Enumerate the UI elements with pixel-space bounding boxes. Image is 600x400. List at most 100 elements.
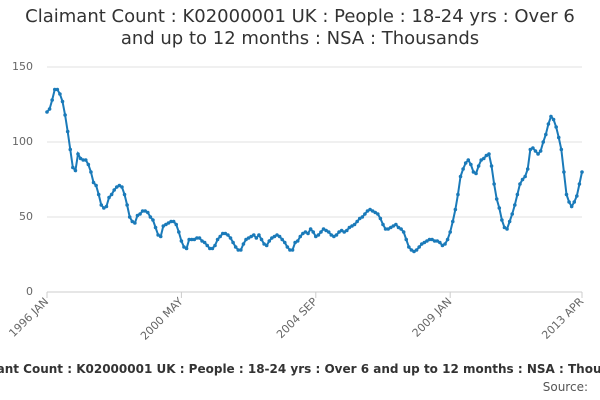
point bbox=[520, 177, 525, 182]
point bbox=[45, 110, 49, 114]
point bbox=[153, 225, 158, 230]
point bbox=[383, 227, 388, 231]
point bbox=[171, 219, 176, 224]
point bbox=[544, 132, 548, 137]
point bbox=[404, 237, 409, 242]
point bbox=[285, 245, 290, 249]
point bbox=[533, 149, 538, 153]
point bbox=[497, 206, 502, 210]
point bbox=[158, 234, 163, 239]
point bbox=[208, 246, 212, 251]
point bbox=[316, 233, 321, 237]
point bbox=[81, 158, 85, 162]
point bbox=[226, 233, 230, 237]
point bbox=[96, 192, 101, 197]
point bbox=[86, 162, 91, 167]
point bbox=[236, 248, 241, 252]
point bbox=[554, 125, 558, 129]
point bbox=[572, 200, 577, 204]
caption: Claimant Count : K02000001 UK : People :… bbox=[0, 362, 600, 376]
point bbox=[277, 234, 282, 239]
point bbox=[55, 87, 60, 92]
y-tick-label: 0 bbox=[26, 285, 33, 298]
point bbox=[414, 248, 419, 252]
point bbox=[319, 230, 323, 234]
point bbox=[334, 233, 339, 237]
point bbox=[536, 152, 540, 156]
point bbox=[140, 209, 145, 213]
point bbox=[326, 230, 331, 234]
point bbox=[523, 174, 527, 179]
point bbox=[556, 135, 561, 140]
point bbox=[288, 248, 292, 252]
point bbox=[399, 227, 403, 231]
series-line bbox=[46, 88, 583, 253]
point bbox=[60, 99, 65, 104]
point bbox=[169, 219, 173, 224]
point bbox=[481, 156, 486, 161]
source: Source: bbox=[542, 380, 588, 394]
point bbox=[58, 92, 62, 96]
point bbox=[575, 194, 579, 198]
point bbox=[507, 219, 512, 224]
point bbox=[476, 164, 481, 168]
point bbox=[551, 117, 556, 122]
point bbox=[577, 182, 582, 186]
point bbox=[394, 222, 398, 227]
point bbox=[254, 236, 259, 240]
point bbox=[50, 98, 54, 102]
point bbox=[112, 188, 116, 192]
point bbox=[76, 152, 80, 156]
point bbox=[239, 248, 243, 252]
point bbox=[174, 222, 179, 227]
point bbox=[515, 192, 520, 197]
point bbox=[448, 230, 452, 234]
point bbox=[510, 212, 515, 216]
point bbox=[381, 222, 385, 227]
x-tick-label: 2009 JAN bbox=[410, 295, 455, 340]
point bbox=[125, 203, 129, 207]
point bbox=[220, 231, 225, 236]
point bbox=[47, 107, 52, 111]
point bbox=[376, 212, 380, 216]
point bbox=[251, 233, 256, 237]
point bbox=[525, 167, 530, 171]
point bbox=[438, 240, 442, 245]
point bbox=[580, 170, 584, 174]
point bbox=[500, 218, 504, 222]
point bbox=[443, 242, 447, 246]
point bbox=[564, 192, 569, 197]
y-tick-label: 50 bbox=[19, 210, 33, 223]
point bbox=[505, 227, 509, 231]
point bbox=[458, 174, 463, 179]
point bbox=[231, 240, 235, 245]
point bbox=[295, 239, 300, 243]
point bbox=[218, 234, 222, 239]
point bbox=[267, 239, 272, 243]
point bbox=[213, 243, 217, 248]
point bbox=[546, 122, 551, 126]
point bbox=[518, 182, 522, 186]
point bbox=[466, 158, 471, 162]
point bbox=[195, 236, 199, 240]
point bbox=[306, 231, 310, 236]
point bbox=[197, 236, 202, 240]
point bbox=[407, 245, 411, 249]
point bbox=[469, 162, 473, 167]
point bbox=[107, 195, 111, 200]
point bbox=[417, 245, 421, 249]
point bbox=[179, 239, 184, 243]
point bbox=[71, 165, 75, 170]
point bbox=[264, 243, 269, 248]
point bbox=[120, 185, 124, 189]
point bbox=[94, 183, 98, 188]
point bbox=[122, 192, 127, 197]
point bbox=[104, 204, 109, 209]
point bbox=[233, 245, 238, 249]
point bbox=[228, 236, 233, 240]
point bbox=[202, 240, 207, 245]
point bbox=[210, 246, 215, 251]
point bbox=[145, 210, 150, 215]
point bbox=[52, 87, 57, 92]
